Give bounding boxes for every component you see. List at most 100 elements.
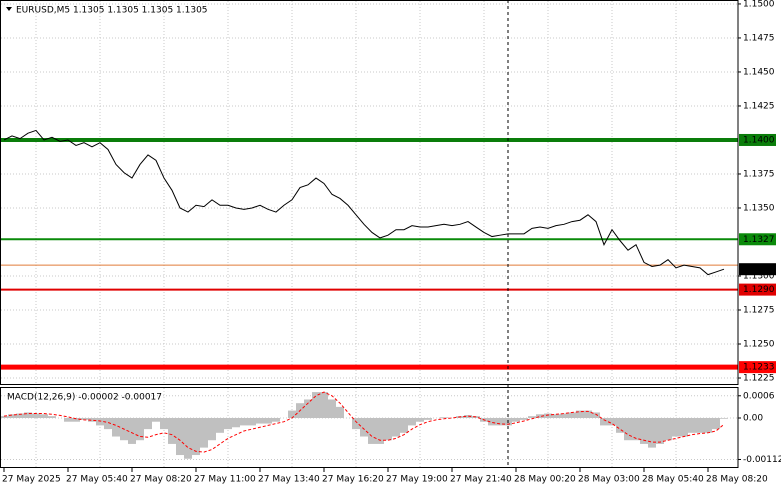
macd-bar — [328, 399, 336, 418]
level-label-bg — [739, 283, 776, 296]
macd-bar — [360, 418, 368, 437]
x-tick-label: 28 May 05:40 — [642, 475, 704, 485]
macd-bar — [192, 418, 200, 456]
y-tick-label: 0.0006 — [743, 391, 775, 401]
macd-bar — [264, 418, 272, 424]
macd-bar — [592, 412, 600, 418]
macd-bar — [512, 418, 520, 422]
level-label: 1.1400 — [743, 135, 775, 145]
macd-bar — [136, 418, 144, 441]
macd-bar — [552, 414, 560, 418]
y-tick-label: 0.00 — [743, 414, 763, 424]
macd-bar — [616, 418, 624, 433]
macd-bar — [104, 418, 112, 430]
x-tick-label: 27 May 08:20 — [130, 475, 192, 485]
level-label: 1.1233 — [743, 363, 775, 373]
level-label-bg — [739, 133, 776, 146]
macd-bar — [520, 418, 528, 420]
macd-bar — [256, 418, 264, 424]
x-tick-label: 28 May 00:20 — [514, 475, 576, 485]
macd-bar — [336, 406, 344, 418]
macd-bar — [440, 417, 448, 418]
macd-bar — [24, 412, 32, 418]
macd-bar — [704, 418, 712, 433]
y-tick-label: 1.1475 — [743, 33, 775, 43]
menu-arrow[interactable] — [6, 7, 12, 11]
macd-bar — [184, 418, 192, 459]
y-tick-label: 1.1350 — [743, 203, 775, 213]
macd-bar — [320, 392, 328, 418]
macd-bar — [152, 418, 160, 422]
y-tick-label: 1.1425 — [743, 101, 775, 111]
macd-bar — [416, 418, 424, 422]
plot-layer — [0, 1, 738, 467]
macd-bar — [16, 413, 24, 418]
macd-bar — [576, 410, 584, 418]
level-label: 1.1290 — [743, 285, 775, 295]
macd-bar — [248, 418, 256, 426]
macd-bar — [688, 418, 696, 433]
macd-bar — [376, 418, 384, 444]
y-tick-label: -0.00112 — [743, 455, 781, 465]
y-tick-label: 1.1275 — [743, 306, 775, 316]
macd-bar — [88, 418, 96, 422]
level-label: 1.1327 — [743, 235, 775, 245]
macd-bar — [712, 418, 720, 430]
macd-bar — [672, 418, 680, 437]
macd-bar — [0, 416, 8, 418]
x-tick-label: 28 May 03:00 — [578, 475, 640, 485]
macd-bar — [208, 418, 216, 441]
macd-bar — [40, 414, 48, 418]
x-tick-label: 27 May 05:40 — [66, 475, 128, 485]
macd-bar — [496, 418, 504, 426]
y-tick-label: 1.1250 — [743, 340, 775, 350]
macd-bar — [96, 418, 104, 426]
main-frame — [0, 0, 739, 385]
macd-bar — [176, 418, 184, 456]
macd-bar — [624, 418, 632, 441]
macd-bar — [680, 418, 688, 437]
macd-bar — [384, 418, 392, 441]
y-tick-label: 1.1375 — [743, 169, 775, 179]
y-tick-label: 1.1500 — [743, 0, 775, 9]
macd-bar — [304, 399, 312, 418]
macd-bar — [160, 418, 168, 430]
macd-frame — [0, 387, 739, 468]
macd-bar — [584, 410, 592, 418]
y-tick-label: 1.1450 — [743, 67, 775, 77]
macd-bar — [288, 410, 296, 418]
macd-bar — [168, 418, 176, 444]
macd-bar — [64, 418, 72, 422]
macd-bar — [600, 418, 608, 426]
macd-bar — [608, 418, 616, 426]
signal-line — [3, 391, 725, 453]
x-tick-label: 28 May 08:20 — [706, 475, 768, 485]
macd-bar — [112, 418, 120, 437]
symbol-title: EURUSD,M5 1.1305 1.1305 1.1305 1.1305 — [16, 6, 208, 16]
macd-bar — [128, 418, 136, 444]
y-tick-label: 1.1300 — [743, 271, 775, 281]
macd-bar — [368, 418, 376, 444]
macd-bar — [528, 416, 536, 418]
level-label: 1.1305 — [743, 265, 775, 275]
macd-bar — [640, 418, 648, 444]
macd-bar — [656, 418, 664, 444]
x-tick-label: 27 May 2025 — [2, 475, 61, 485]
macd-bar — [464, 415, 472, 418]
macd-bar — [80, 418, 88, 420]
macd-bar — [272, 418, 280, 422]
macd-bar — [144, 418, 152, 430]
macd-bar — [560, 413, 568, 418]
x-tick-label: 27 May 13:40 — [258, 475, 320, 485]
macd-bar — [72, 418, 80, 422]
macd-bar — [544, 413, 552, 418]
macd-bar — [400, 418, 408, 433]
x-tick-label: 27 May 11:00 — [194, 475, 256, 485]
price-line — [3, 129, 725, 276]
macd-bar — [488, 418, 496, 426]
x-tick-label: 27 May 16:20 — [322, 475, 384, 485]
macd-bar — [224, 418, 232, 430]
macd-bar — [216, 418, 224, 433]
